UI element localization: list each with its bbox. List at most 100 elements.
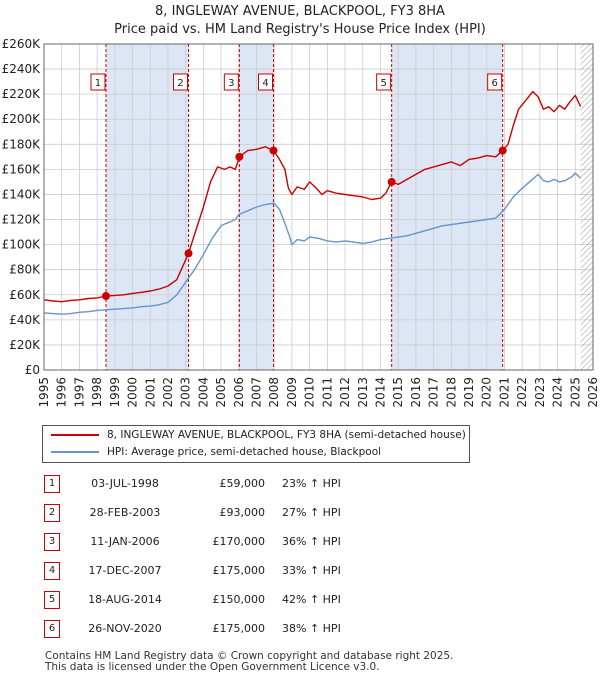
legend-item-property: 8, INGLEWAY AVENUE, BLACKPOOL, FY3 8HA (… [51, 426, 466, 444]
transaction-price: £59,000 [219, 477, 266, 490]
transaction-hpi-diff: 38% ↑ HPI [282, 622, 341, 635]
legend-label-property: 8, INGLEWAY AVENUE, BLACKPOOL, FY3 8HA (… [107, 429, 466, 441]
y-tick-label: £240K [2, 62, 42, 76]
x-tick-label: 2002 [161, 377, 175, 408]
y-tick-label: £260K [2, 37, 42, 51]
y-tick-label: £160K [2, 162, 42, 176]
x-tick-label: 2013 [356, 377, 370, 408]
x-tick-label: 1995 [37, 377, 51, 408]
y-tick-label: £180K [2, 137, 42, 151]
transaction-marker-box [376, 73, 392, 91]
transaction-hpi-diff: 42% ↑ HPI [282, 593, 341, 606]
transaction-point [387, 177, 396, 186]
x-tick-label: 1999 [108, 377, 122, 408]
transaction-hpi-diff: 27% ↑ HPI [282, 506, 341, 519]
transaction-point [235, 152, 244, 161]
y-tick-label: £20K [9, 338, 41, 352]
transaction-marker-box [258, 73, 274, 91]
x-tick-label: 2003 [179, 377, 193, 408]
x-tick-label: 2021 [497, 377, 511, 408]
y-tick-label: £200K [2, 112, 42, 126]
table-row: 5 18-AUG-2014 £150,000 42% ↑ HPI [0, 588, 600, 616]
table-row: 1 03-JUL-1998 £59,000 23% ↑ HPI [0, 472, 600, 500]
legend-item-hpi: HPI: Average price, semi-detached house,… [51, 443, 381, 461]
transaction-marker-label: 4 [262, 78, 268, 89]
footer-licence: This data is licensed under the Open Gov… [45, 661, 380, 673]
chart-subtitle: Price paid vs. HM Land Registry's House … [114, 22, 486, 37]
transaction-date: 11-JAN-2006 [90, 535, 160, 548]
x-tick-label: 2020 [480, 377, 494, 408]
x-tick-label: 2019 [462, 377, 476, 408]
x-tick-label: 1997 [72, 377, 86, 408]
transaction-price: £175,000 [212, 622, 266, 635]
x-tick-label: 2004 [196, 377, 210, 408]
transaction-hpi-diff: 23% ↑ HPI [282, 477, 341, 490]
x-tick-label: 2025 [568, 377, 582, 408]
transaction-price: £175,000 [212, 564, 266, 577]
y-tick-label: £140K [2, 187, 42, 201]
transaction-badge: 5 [44, 591, 60, 609]
transaction-marker-box [173, 73, 189, 91]
x-tick-label: 2015 [391, 377, 405, 408]
transaction-date: 26-NOV-2020 [88, 622, 162, 635]
x-tick-label: 2017 [427, 377, 441, 408]
legend: 8, INGLEWAY AVENUE, BLACKPOOL, FY3 8HA (… [42, 425, 470, 463]
y-tick-label: £80K [9, 263, 41, 277]
footer: Contains HM Land Registry data © Crown c… [45, 651, 453, 673]
transaction-price: £150,000 [212, 593, 266, 606]
transaction-date: 18-AUG-2014 [88, 593, 162, 606]
table-row: 6 26-NOV-2020 £175,000 38% ↑ HPI [0, 617, 600, 645]
transaction-badge: 2 [44, 504, 60, 522]
table-row: 4 17-DEC-2007 £175,000 33% ↑ HPI [0, 559, 600, 587]
transaction-badge: 6 [44, 620, 60, 638]
price-chart: 1 2 3 4 5 6 £0 £20K £40K £60K £80K £100K £120K £140K… [2, 37, 600, 408]
x-tick-label: 2005 [214, 377, 228, 408]
legend-swatch-property [51, 434, 99, 436]
x-tick-label: 2026 [586, 377, 600, 408]
x-tick-label: 2010 [303, 377, 317, 408]
x-tick-label: 2007 [250, 377, 264, 408]
y-tick-label: £0 [25, 363, 40, 377]
legend-label-hpi: HPI: Average price, semi-detached house,… [107, 446, 382, 458]
x-tick-label: 2023 [533, 377, 547, 408]
transaction-price: £93,000 [219, 506, 266, 519]
x-tick-label: 2008 [267, 377, 281, 408]
x-tick-label: 2016 [409, 377, 423, 408]
y-tick-label: £120K [2, 213, 42, 227]
transaction-point [269, 146, 278, 155]
x-tick-label: 2014 [373, 377, 387, 408]
transaction-date: 03-JUL-1998 [91, 477, 159, 490]
transaction-date: 17-DEC-2007 [88, 564, 162, 577]
hpi-series-line [43, 172, 582, 315]
transaction-date: 28-FEB-2003 [89, 506, 161, 519]
transaction-point [184, 249, 193, 258]
x-tick-label: 2012 [338, 377, 352, 408]
transaction-marker-label: 6 [491, 78, 497, 89]
chart-title: 8, INGLEWAY AVENUE, BLACKPOOL, FY3 8HA [155, 4, 445, 19]
x-tick-label: 2011 [320, 377, 334, 408]
shaded-period [391, 44, 503, 370]
transaction-badge: 4 [44, 562, 60, 580]
plot-frame [43, 43, 594, 371]
transaction-point [498, 146, 507, 155]
footer-copyright: Contains HM Land Registry data © Crown c… [45, 650, 454, 662]
x-tick-label: 2006 [232, 377, 246, 408]
table-row: 3 11-JAN-2006 £170,000 36% ↑ HPI [0, 530, 600, 558]
shaded-period [105, 44, 189, 370]
transaction-marker-box [487, 73, 503, 91]
y-tick-label: £220K [2, 87, 42, 101]
transaction-hpi-diff: 33% ↑ HPI [282, 564, 341, 577]
y-tick-label: £40K [9, 313, 41, 327]
table-row: 2 28-FEB-2003 £93,000 27% ↑ HPI [0, 501, 600, 529]
transaction-badge: 1 [44, 475, 60, 493]
transaction-point [101, 292, 110, 301]
transaction-marker-label: 1 [95, 78, 101, 89]
x-tick-label: 1998 [90, 377, 104, 408]
x-tick-label: 2018 [444, 377, 458, 408]
transaction-price: £170,000 [212, 535, 266, 548]
transaction-badge: 3 [44, 533, 60, 551]
transaction-marker-label: 3 [228, 78, 234, 89]
property-series-line [43, 90, 582, 303]
x-tick-label: 2000 [126, 377, 140, 408]
x-tick-label: 2009 [285, 377, 299, 408]
